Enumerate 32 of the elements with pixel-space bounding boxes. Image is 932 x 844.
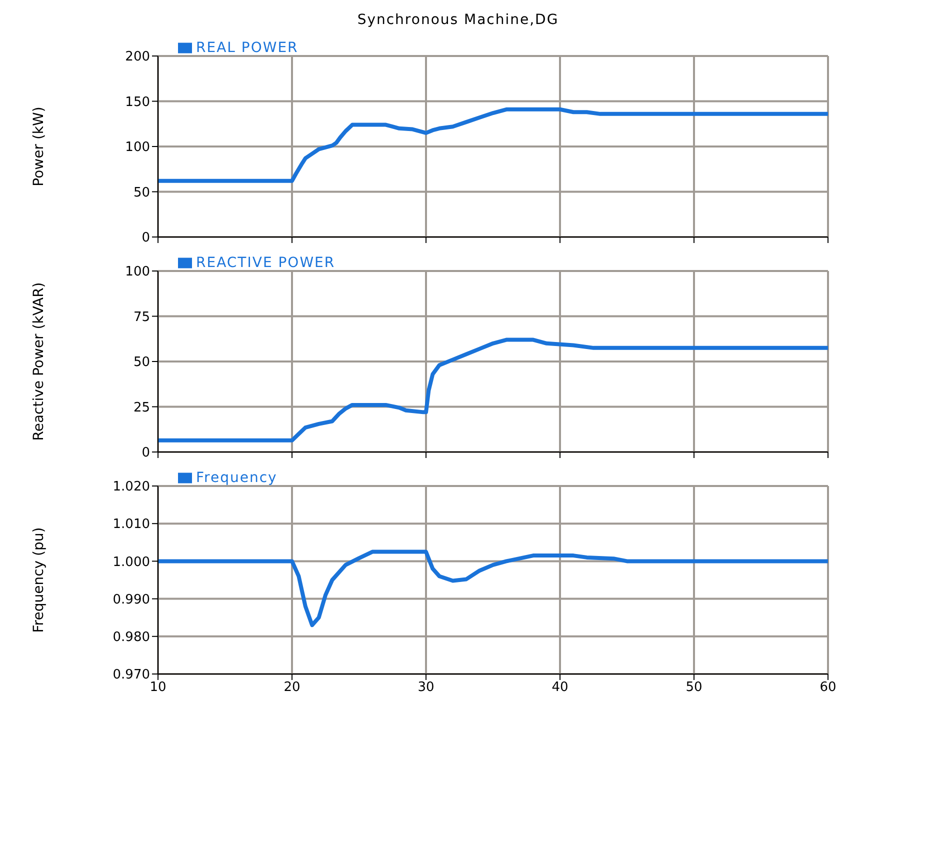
y-tick-label: 0.980 xyxy=(112,630,150,646)
y-tick-label: 50 xyxy=(133,355,150,370)
x-tick-label: 50 xyxy=(686,680,702,696)
y-tick-label: 100 xyxy=(125,140,150,156)
y-tick-label: 1.010 xyxy=(112,517,150,532)
line-series xyxy=(158,550,828,628)
y-tick-label: 0 xyxy=(142,446,150,461)
x-tick-label: 40 xyxy=(552,680,568,696)
y-tick-label: 150 xyxy=(125,94,150,110)
y-tick-label: 75 xyxy=(133,310,150,325)
chart-title: Synchronous Machine,DG xyxy=(356,11,560,30)
y-tick-label: 0.970 xyxy=(112,668,150,683)
x-tick-label: 20 xyxy=(284,680,300,696)
y-tick-label: 0 xyxy=(142,230,150,246)
y-tick-label: 1.000 xyxy=(112,554,150,570)
y-tick-label: 0.990 xyxy=(112,592,150,608)
y-tick-label: 200 xyxy=(125,50,150,65)
y-tick-label: 100 xyxy=(125,264,150,280)
legend-label: Frequency xyxy=(196,470,278,486)
y-tick-label: 50 xyxy=(133,185,150,200)
x-tick-label: 30 xyxy=(418,680,434,696)
y-tick-label: 1.020 xyxy=(112,480,150,495)
y-axis-title: Reactive Power (kVAR) xyxy=(30,282,47,441)
x-tick-label: 10 xyxy=(150,680,166,696)
line-series xyxy=(158,338,828,442)
y-tick-label: 25 xyxy=(133,400,150,416)
x-tick-label: 60 xyxy=(820,680,836,696)
legend-label: REAL POWER xyxy=(196,40,298,56)
y-axis-title: Frequency (pu) xyxy=(30,527,47,633)
line-series xyxy=(158,107,828,183)
legend-label: REACTIVE POWER xyxy=(196,255,336,271)
y-axis-title: Power (kW) xyxy=(30,106,47,186)
